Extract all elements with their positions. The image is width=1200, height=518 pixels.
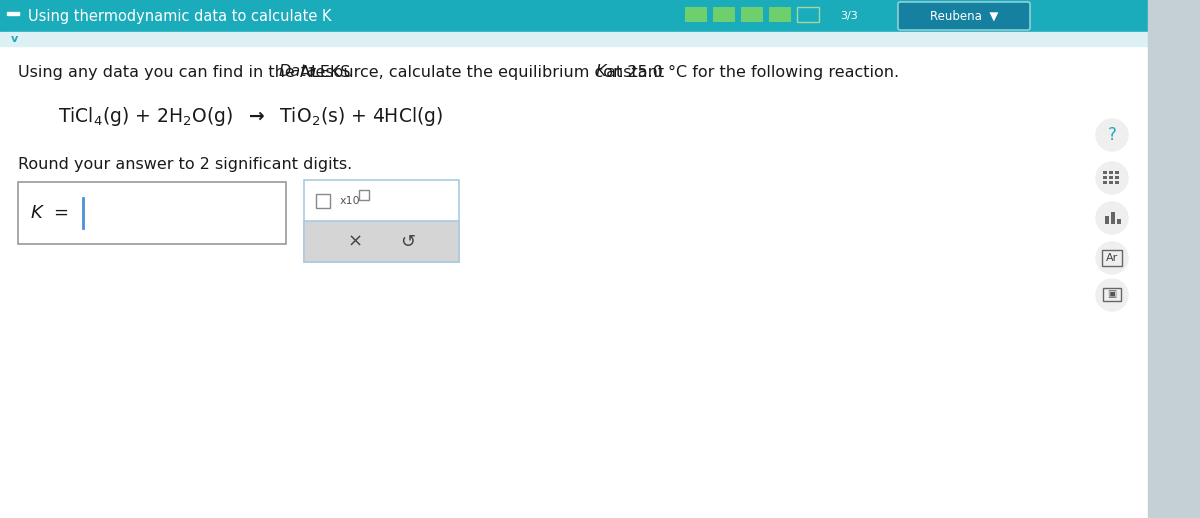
- Bar: [1103, 176, 1108, 179]
- Circle shape: [1096, 162, 1128, 194]
- Bar: [359, 190, 370, 199]
- Text: 3/3: 3/3: [840, 11, 858, 21]
- FancyBboxPatch shape: [1103, 288, 1121, 301]
- Bar: [316, 194, 330, 208]
- Text: Using thermodynamic data to calculate K: Using thermodynamic data to calculate K: [28, 8, 331, 23]
- Text: Using any data you can find in the ALEKS: Using any data you can find in the ALEKS: [18, 65, 355, 79]
- Bar: [713, 7, 734, 22]
- Bar: [1115, 171, 1120, 174]
- Circle shape: [1096, 119, 1128, 151]
- Text: Data: Data: [278, 65, 317, 79]
- Text: TiCl$_4$(g) + 2H$_2$O(g)  $\mathbf{\rightarrow}$  TiO$_2$(s) + 4HCl(g): TiCl$_4$(g) + 2H$_2$O(g) $\mathbf{\right…: [58, 105, 443, 127]
- Bar: [1109, 176, 1114, 179]
- Bar: [742, 7, 763, 22]
- Bar: [769, 7, 791, 22]
- Bar: [18, 182, 286, 244]
- Bar: [1115, 176, 1120, 179]
- Text: Round your answer to 2 significant digits.: Round your answer to 2 significant digit…: [18, 156, 353, 171]
- Text: ▣: ▣: [1108, 289, 1117, 299]
- FancyBboxPatch shape: [898, 2, 1030, 30]
- Bar: [1109, 181, 1114, 184]
- Bar: [1103, 181, 1108, 184]
- Bar: [304, 221, 458, 262]
- Text: at 25.0 °C for the following reaction.: at 25.0 °C for the following reaction.: [601, 65, 899, 79]
- Bar: [1115, 181, 1120, 184]
- Circle shape: [1096, 242, 1128, 274]
- Circle shape: [1096, 202, 1128, 234]
- Bar: [797, 7, 818, 22]
- Bar: [685, 7, 707, 22]
- Bar: [0, 0, 1200, 32]
- Text: v: v: [11, 34, 18, 44]
- Circle shape: [1096, 279, 1128, 311]
- Text: K: K: [596, 65, 606, 79]
- Bar: [304, 221, 458, 262]
- Bar: [1117, 219, 1121, 224]
- Text: $K$  =: $K$ =: [30, 204, 68, 222]
- Text: x10: x10: [340, 195, 361, 206]
- Text: ↺: ↺: [401, 233, 415, 251]
- Bar: [304, 180, 458, 262]
- Bar: [1111, 212, 1115, 224]
- Bar: [7, 12, 19, 15]
- Text: Reubena  ▼: Reubena ▼: [930, 9, 998, 22]
- Text: ×: ×: [348, 233, 362, 251]
- Bar: [1148, 0, 1200, 518]
- Bar: [1103, 171, 1108, 174]
- Bar: [1109, 171, 1114, 174]
- Text: ?: ?: [1108, 126, 1116, 144]
- Bar: [1105, 216, 1109, 224]
- Bar: [0, 32, 1200, 46]
- Text: Ar: Ar: [1106, 253, 1118, 263]
- Text: resource, calculate the equilibrium constant: resource, calculate the equilibrium cons…: [304, 65, 670, 79]
- FancyBboxPatch shape: [1102, 250, 1122, 266]
